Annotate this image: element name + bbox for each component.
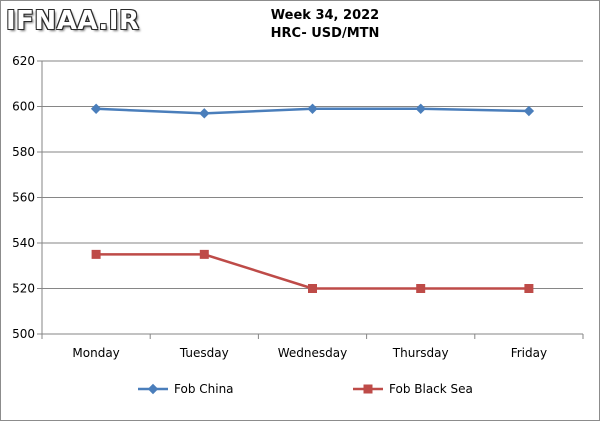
data-point: [199, 249, 209, 259]
chart-title: Week 34, 2022: [270, 8, 380, 23]
y-tick-label: 600: [12, 100, 35, 114]
x-tick-label: Monday: [72, 346, 119, 360]
series-line-fob-black-sea: [96, 253, 529, 290]
data-point: [524, 284, 534, 293]
x-tick-label: Wednesday: [278, 346, 347, 360]
data-point: [91, 249, 101, 259]
legend-label: Fob Black Sea: [389, 382, 473, 396]
data-point: [90, 103, 102, 114]
legend-swatch-marker: [363, 384, 373, 394]
legend-swatch-marker: [147, 383, 159, 395]
y-tick-label: 620: [12, 54, 35, 68]
data-point: [416, 284, 426, 293]
y-tick-label: 500: [12, 327, 35, 341]
y-tick-label: 580: [12, 145, 35, 159]
y-tick-label: 560: [12, 191, 35, 205]
y-tick-label: 540: [12, 236, 35, 250]
brand-logo: IFNAA.IR: [6, 6, 140, 36]
legend-label: Fob China: [174, 382, 234, 396]
chart-title-block: Week 34, 2022 HRC- USD/MTN: [200, 7, 450, 43]
data-point: [523, 105, 535, 117]
x-tick-label: Tuesday: [179, 346, 229, 360]
data-point: [307, 103, 318, 114]
x-tick-label: Friday: [511, 346, 547, 360]
x-tick-label: Thursday: [392, 346, 449, 360]
chart-subtitle: HRC- USD/MTN: [270, 26, 380, 41]
y-tick-label: 520: [12, 282, 35, 296]
data-point: [199, 108, 210, 119]
data-point: [308, 284, 317, 293]
data-point: [415, 103, 426, 114]
